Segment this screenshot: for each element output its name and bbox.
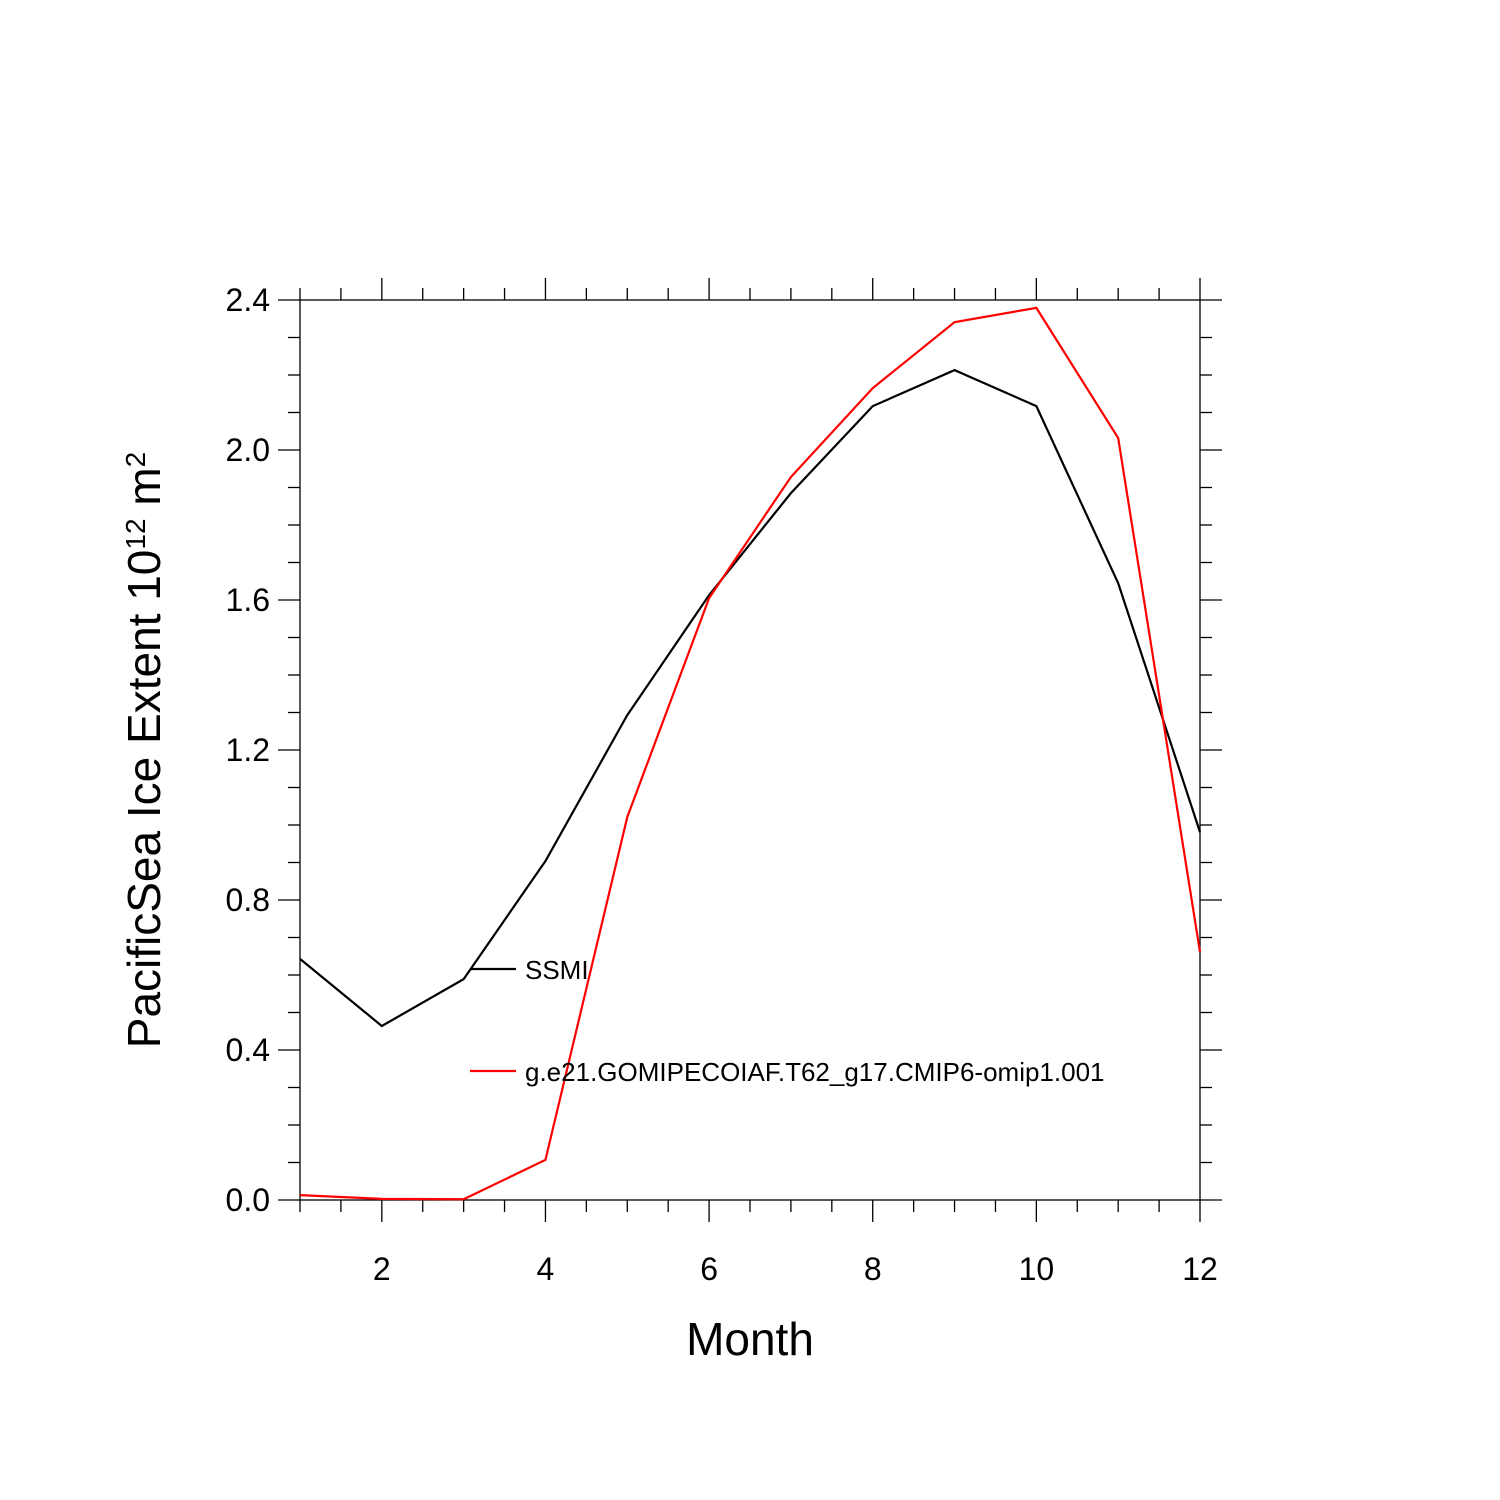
x-tick-label: 4 [537, 1251, 555, 1287]
y-axis-label: PacificSea Ice Extent 1012 m2 [118, 452, 170, 1048]
y-axis-label-part: 2 [120, 452, 151, 468]
series-line [299, 306, 1202, 1201]
x-tick-label: 12 [1182, 1251, 1218, 1287]
x-tick-label: 6 [700, 1251, 718, 1287]
legend-label: g.e21.GOMIPECOIAF.T62_g17.CMIP6-omip1.00… [525, 1057, 1105, 1087]
x-tick-label: 8 [864, 1251, 882, 1287]
x-tick-label: 10 [1019, 1251, 1055, 1287]
y-axis-label-part: 12 [120, 518, 151, 549]
x-tick-label: 2 [373, 1251, 391, 1287]
legend-label: SSMI [525, 955, 589, 985]
y-tick-label: 0.8 [226, 882, 270, 918]
series-line [299, 368, 1202, 1028]
y-axis-label-part: m [118, 467, 170, 518]
y-axis-label-part: PacificSea Ice Extent 10 [118, 550, 170, 1049]
y-tick-label: 0.4 [226, 1032, 270, 1068]
y-tick-label: 1.6 [226, 582, 270, 618]
y-tick-label: 0.0 [226, 1182, 270, 1218]
x-axis-label: Month [686, 1313, 814, 1365]
y-tick-label: 2.4 [226, 282, 270, 318]
y-tick-label: 1.2 [226, 732, 270, 768]
y-tick-label: 2.0 [226, 432, 270, 468]
